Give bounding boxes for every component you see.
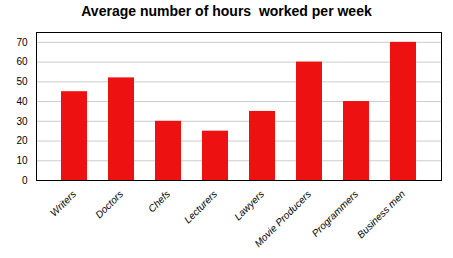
html-text:Average number of hours worked: Average number of hours worked per week — [81, 3, 372, 19]
svg-text:50: 50 — [16, 76, 28, 87]
svg-text:60: 60 — [16, 56, 28, 67]
svg-text:Lecturers: Lecturers — [182, 188, 219, 225]
svg-text:0: 0 — [22, 175, 28, 186]
svg-text:Lawyers: Lawyers — [232, 188, 266, 222]
svg-text:Chefs: Chefs — [146, 188, 172, 214]
svg-text:30: 30 — [16, 116, 28, 127]
svg-text:70: 70 — [16, 37, 28, 48]
svg-text:Doctors: Doctors — [93, 188, 125, 220]
svg-text:20: 20 — [16, 135, 28, 146]
svg-text:10: 10 — [16, 155, 28, 166]
svg-text:40: 40 — [16, 96, 28, 107]
svg-text:Writers: Writers — [48, 188, 78, 218]
svg-text:Business men: Business men — [355, 188, 407, 240]
svg-text:Movie Producers: Movie Producers — [252, 188, 313, 249]
svg-text:Programmers: Programmers — [310, 188, 361, 239]
